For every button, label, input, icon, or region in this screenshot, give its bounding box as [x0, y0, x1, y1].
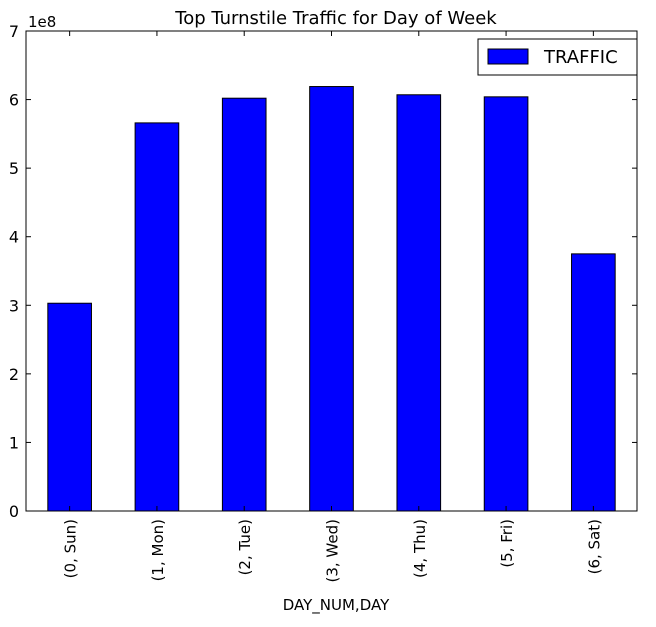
x-tick-label: (3, Wed) [324, 519, 342, 583]
x-tick-label: (5, Fri) [498, 519, 516, 568]
bar-4 [396, 94, 442, 512]
y-offset-label: 1e8 [28, 13, 56, 31]
legend: TRAFFIC [477, 38, 638, 76]
chart-title: Top Turnstile Traffic for Day of Week [174, 8, 497, 29]
y-tick-label: 4 [9, 228, 19, 247]
legend-swatch [487, 48, 529, 65]
bars-layer [47, 86, 616, 512]
y-tick-label: 2 [9, 365, 19, 384]
x-tick-label: (0, Sun) [62, 519, 80, 578]
y-tick-label: 6 [9, 91, 19, 110]
x-tick-label: (1, Mon) [149, 519, 167, 581]
y-tick-label: 0 [9, 502, 19, 521]
y-tick-label: 7 [9, 22, 19, 41]
y-tick-label: 1 [9, 433, 19, 452]
y-tick-label: 3 [9, 296, 19, 315]
bar-0 [47, 302, 92, 512]
y-tick-label: 5 [9, 159, 19, 178]
bar-6 [571, 253, 616, 512]
plot-frame [25, 30, 638, 512]
x-tick-label: (4, Thu) [411, 519, 429, 578]
legend-label: TRAFFIC [543, 47, 618, 68]
bar-1 [134, 122, 180, 512]
bar-2 [221, 97, 267, 512]
x-axis-label: DAY_NUM,DAY [283, 596, 390, 615]
x-tick-label: (6, Sat) [585, 519, 603, 574]
ticks-layer: (0, Sun) (1, Mon) (2, Tue) (3, Wed) (4, Thu)… [9, 22, 637, 583]
bar-5 [483, 96, 529, 512]
bar-3 [309, 86, 354, 512]
x-tick-label: (2, Tue) [236, 519, 254, 575]
